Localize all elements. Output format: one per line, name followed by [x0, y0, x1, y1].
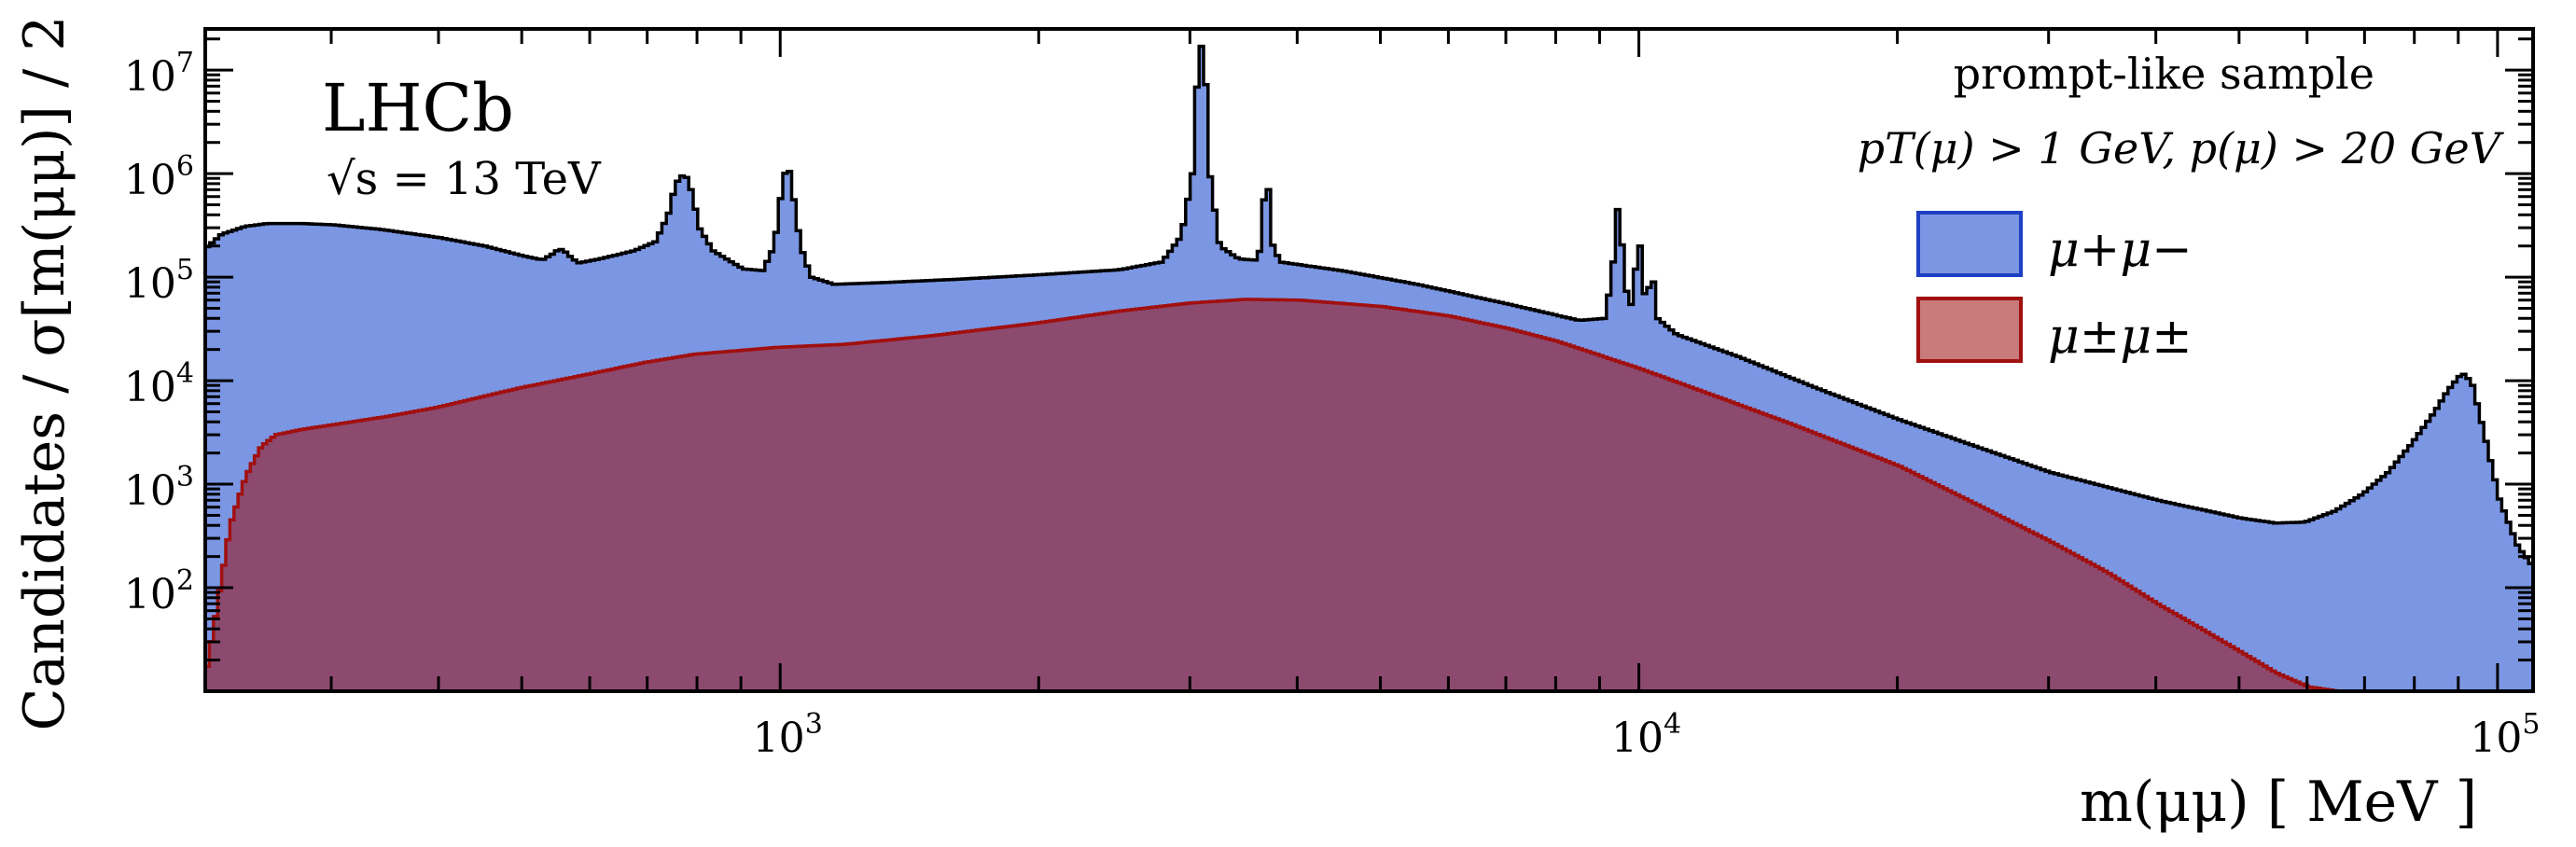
sample-label: prompt-like sample: [1954, 49, 2374, 99]
y-tick-label: 103: [124, 461, 194, 515]
y-tick-label: 102: [124, 564, 194, 618]
x-axis-title: m(μμ) [ MeV ]: [2080, 770, 2477, 835]
opposite-sign-histogram-outline: [205, 44, 2533, 565]
y-axis-title: Candidates / σ[m(μμ)] / 2: [12, 16, 77, 731]
tick-labels: 103 104 105 102 103 104 105 106 107: [124, 47, 2541, 762]
cuts-label: pT(μ) > 1 GeV, p(μ) > 20 GeV: [1858, 123, 2505, 174]
experiment-label: LHCb: [322, 70, 514, 146]
x-tick-label: 103: [753, 708, 823, 762]
legend: μ+μ− μ±μ±: [1916, 211, 2193, 365]
x-tick-label: 105: [2470, 708, 2540, 762]
legend-label-same-sign: μ±μ±: [2048, 309, 2193, 365]
same-sign-histogram-outline: [205, 298, 2337, 691]
plot-frame: [203, 27, 2535, 693]
legend-label-opposite-sign: μ+μ−: [2048, 222, 2193, 278]
energy-label: √s = 13 TeV: [327, 153, 602, 205]
y-tick-label: 104: [124, 357, 194, 411]
y-tick-label: 105: [124, 254, 194, 308]
y-tick-label: 107: [124, 47, 194, 101]
same-sign-histogram-fill: [205, 299, 2337, 691]
x-tick-label: 104: [1611, 708, 1681, 762]
y-tick-label: 106: [124, 150, 194, 204]
legend-swatch-same-sign: [1916, 297, 2023, 363]
plot-area: [205, 44, 2533, 691]
legend-swatch-opposite-sign: [1916, 211, 2023, 277]
